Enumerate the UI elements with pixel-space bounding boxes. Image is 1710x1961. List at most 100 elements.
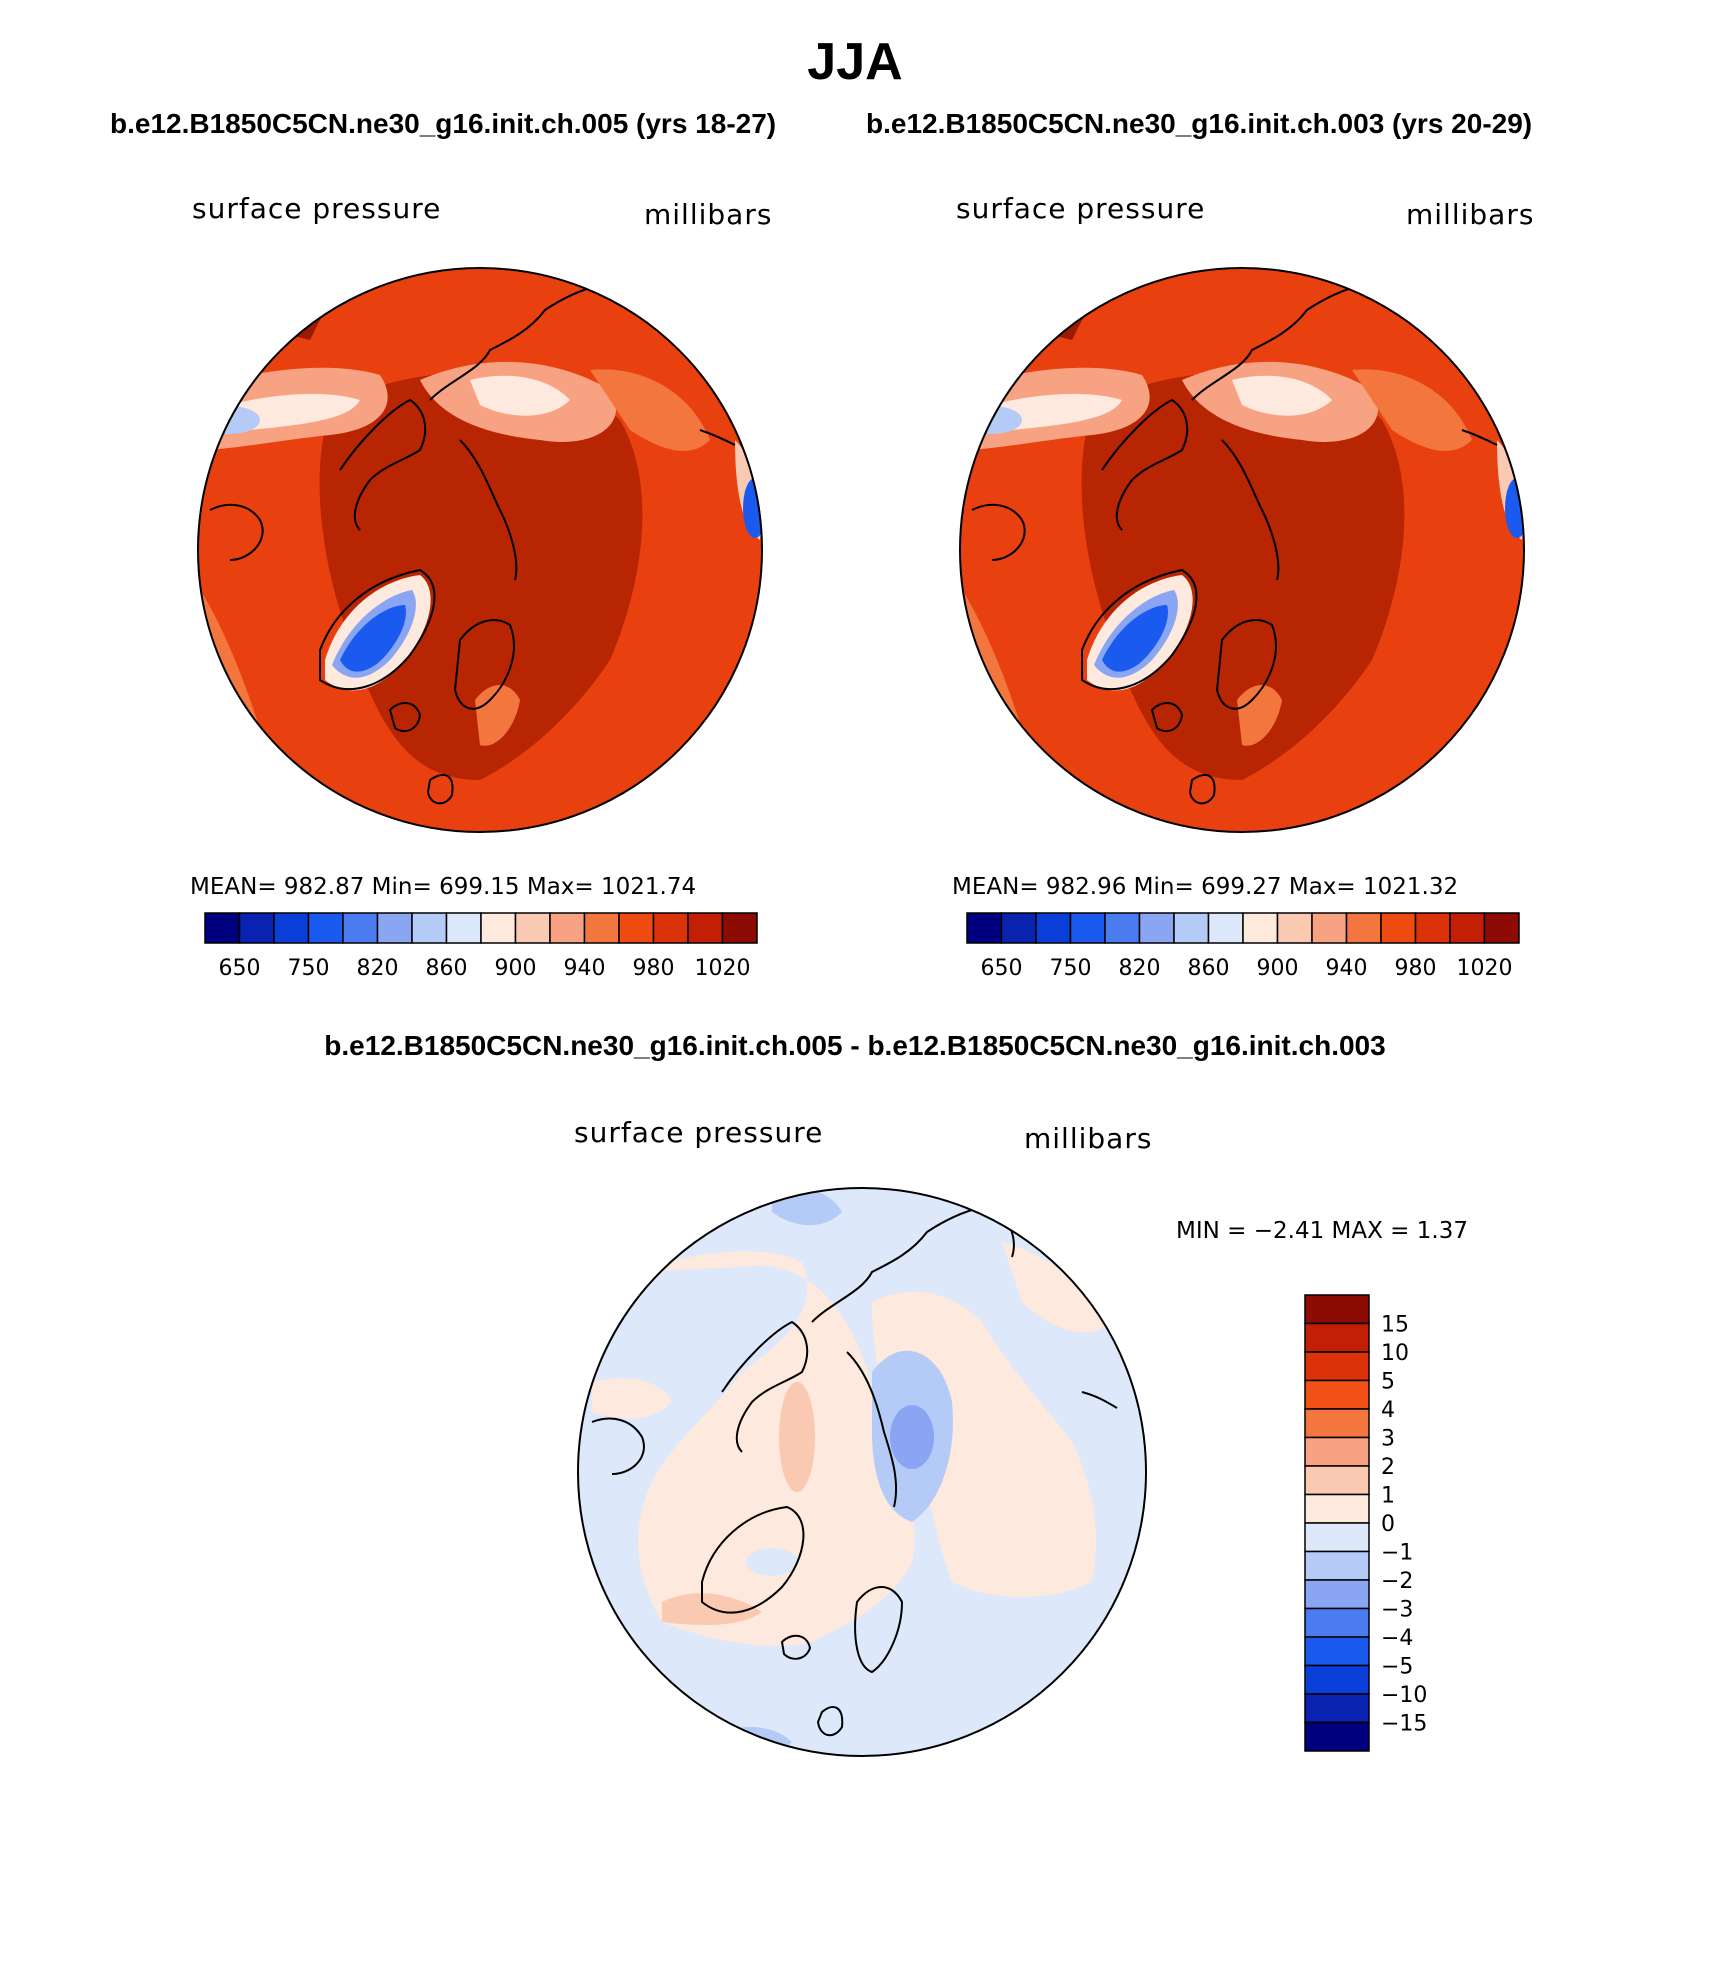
panel2-coast-kamchatka [1461,429,1498,446]
panel2-coast-iceland [1151,702,1183,733]
panel1-map-border [197,267,763,833]
colorbar-tick-label: −5 [1381,1655,1413,1680]
panel3-variable-label: surface pressure [574,1116,824,1149]
colorbar-tick-label: 860 [426,956,468,981]
panel3-units-label: millibars [1024,1122,1153,1155]
panel2-coast-scandinavia [1216,619,1277,710]
panel1-colorbar-boxes [204,912,758,944]
panel2-polar-map [959,267,1525,833]
panel1-coast-hudson [209,503,264,561]
colorbar-tick-label: 900 [495,956,537,981]
colorbar-box [1304,1322,1370,1353]
panel2-coast-british-isles [1189,774,1216,805]
colorbar-box [1304,1294,1370,1325]
panel2-coast-hudson [971,503,1026,561]
colorbar-tick-label: −1 [1381,1541,1413,1566]
colorbar-tick-label: −2 [1381,1569,1413,1594]
colorbar-box [376,912,413,944]
panel3-coast-british-isles [817,1706,844,1737]
colorbar-box [204,912,241,944]
colorbar-box [480,912,517,944]
colorbar-tick-label: 750 [1050,956,1092,981]
panel3-colorbar-boxes [1304,1294,1370,1752]
colorbar-box [721,912,758,944]
panel3-coast-eurasia-arctic [846,1351,898,1508]
panel3-coast-greenland [701,1506,805,1614]
colorbar-box [1104,912,1141,944]
panel2-colorbar: 650 750 820 860 900 940 980 1020 [966,912,1520,981]
colorbar-box [583,912,620,944]
colorbar-box [1304,1636,1370,1667]
panel3-min-max: MIN = −2.41 MAX = 1.37 [1176,1218,1468,1244]
colorbar-box [549,912,586,944]
panel3-coast-iceland [781,1634,811,1660]
panel1-variable-label: surface pressure [192,192,442,225]
colorbar-box [1242,912,1279,944]
colorbar-tick-label: 820 [1119,956,1161,981]
colorbar-box [1035,912,1072,944]
colorbar-tick-label: 4 [1381,1398,1395,1423]
colorbar-box [1304,1408,1370,1439]
panel1-units-label: millibars [644,198,773,231]
panel1-coast-iceland [389,702,421,733]
panel3-coast-kamchatka [1081,1391,1118,1409]
colorbar-tick-label: 3 [1381,1427,1395,1452]
colorbar-box [652,912,689,944]
colorbar-box [514,912,551,944]
colorbar-tick-label: 1020 [1457,956,1513,981]
colorbar-box [1304,1664,1370,1695]
colorbar-box [445,912,482,944]
colorbar-tick-label: −10 [1381,1683,1427,1708]
colorbar-tick-label: 2 [1381,1455,1395,1480]
panel3-map-border [577,1187,1147,1757]
colorbar-tick-label: 5 [1381,1370,1395,1395]
panel1-coast-eurasia-arctic [459,439,518,581]
panel1-polar-map [197,267,763,833]
panel1-coast-canada [339,399,427,531]
colorbar-box [1483,912,1520,944]
colorbar-box [1304,1379,1370,1410]
colorbar-tick-label: 1 [1381,1484,1395,1509]
difference-title: b.e12.B1850C5CN.ne30_g16.init.ch.005 - b… [324,1030,1386,1061]
colorbar-box [273,912,310,944]
colorbar-tick-label: 940 [1326,956,1368,981]
colorbar-box [238,912,275,944]
panel2-variable-label: surface pressure [956,192,1206,225]
colorbar-tick-label: −4 [1381,1626,1413,1651]
panel2-coast-siberia [1191,284,1363,401]
colorbar-box [1304,1721,1370,1752]
colorbar-tick-label: 980 [633,956,675,981]
panel2-map-border [959,267,1525,833]
colorbar-box [1304,1607,1370,1638]
colorbar-box [618,912,655,944]
panel1-coast-siberia [429,284,601,401]
colorbar-box [1345,912,1382,944]
colorbar-box [1304,1693,1370,1724]
colorbar-box [966,912,1003,944]
main-title: JJA [807,33,903,91]
colorbar-box [1138,912,1175,944]
colorbar-tick-label: 900 [1257,956,1299,981]
colorbar-box [687,912,724,944]
subtitle-case-2: b.e12.B1850C5CN.ne30_g16.init.ch.003 (yr… [866,108,1533,139]
panel3-difference-map [577,1187,1147,1757]
colorbar-box [1304,1522,1370,1553]
colorbar-tick-label: 650 [219,956,261,981]
colorbar-tick-label: −3 [1381,1598,1413,1623]
panel2-coast-canada [1101,399,1189,531]
panel3-coast-hudson [591,1417,645,1475]
panel1-colorbar-labels: 650 750 820 860 900 940 980 1020 [219,956,751,981]
colorbar-tick-label: 980 [1395,956,1437,981]
colorbar-box [1304,1436,1370,1467]
colorbar-box [1449,912,1486,944]
panel1-coast-scandinavia [454,619,515,710]
colorbar-box [1069,912,1106,944]
colorbar-box [1380,912,1417,944]
colorbar-box [1311,912,1348,944]
subtitle-case-1: b.e12.B1850C5CN.ne30_g16.init.ch.005 (yr… [110,108,777,139]
colorbar-tick-label: 15 [1381,1313,1409,1338]
colorbar-tick-label: 10 [1381,1341,1409,1366]
panel2-units-label: millibars [1406,198,1535,231]
